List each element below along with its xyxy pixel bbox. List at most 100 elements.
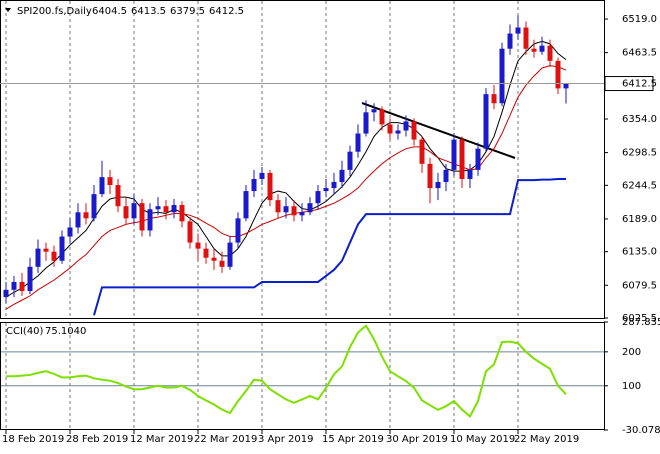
candle-body [267,172,273,201]
candle-body [411,121,417,140]
y-tick-label: -30.0785 [622,425,660,436]
candle-body [19,281,25,292]
y-tick-label: 100 [622,381,641,392]
header-close: 6412.5 [209,6,244,17]
candle-body [371,109,377,113]
candle-body [51,251,57,261]
x-tick-label: 12 Mar 2019 [130,434,193,445]
candle-body [243,191,249,219]
candle-body [227,242,233,267]
candle-body [43,248,49,252]
x-tick-label: 28 Feb 2019 [66,434,128,445]
candle-body [83,212,89,219]
x-tick-label: 15 Apr 2019 [322,434,384,445]
candle-body [563,83,569,89]
candle-body [435,181,441,189]
candle-body [91,194,97,219]
candle-body [531,48,537,52]
candle-body [323,188,329,192]
candle-body [315,191,321,204]
main-panel [0,0,605,319]
candle-body [147,209,153,231]
candle-body [499,48,505,104]
candle-body [451,139,457,170]
indicator-line [5,65,567,310]
cci-title: CCI(40) [6,326,44,337]
candle-body [155,206,161,210]
candle-body [539,45,545,52]
candle-body [123,206,129,219]
header-open: 6404.5 [92,6,127,17]
indicator-line [5,40,567,298]
x-tick-label: 10 May 2019 [450,434,515,445]
candle-body [507,33,513,49]
candle-body [203,248,209,258]
candle-body [131,203,137,219]
candle-body [363,112,369,134]
indicator-line [93,177,566,316]
candle-body [139,203,145,231]
y-tick-label: 6354.0 [622,114,657,125]
candle-body [171,205,177,213]
x-tick-label: 22 May 2019 [514,434,579,445]
last-price-label: 6412.5 [622,79,657,90]
candle-body [251,178,257,192]
y-tick-label: 6244.5 [622,180,657,191]
candle-body [75,212,81,228]
candle-body [419,139,425,164]
candle-body [219,260,225,267]
candle-body [355,133,361,152]
candle-body [235,218,241,243]
candle-body [475,148,481,170]
candle-body [11,281,17,290]
y-tick-label: 6135.0 [622,247,657,258]
candle-body [555,60,561,89]
y-tick-label: 6189.0 [622,214,657,225]
candle-body [291,206,297,216]
candle-body [443,169,449,182]
cci-last-value: 75.1040 [45,326,86,337]
candle-body [515,27,521,34]
x-tick-label: 22 Mar 2019 [194,434,257,445]
candle-body [379,109,385,125]
candle-body [483,94,489,149]
header-low: 6379.5 [170,6,205,17]
candle-body [491,94,497,104]
candle-body [179,205,185,222]
last-price-box [604,76,654,92]
candle-body [459,139,465,179]
candle-body [523,27,529,49]
y-tick-label: 287.8357 [622,317,660,328]
candle-body [331,181,337,189]
indicator-line [6,324,567,418]
candle-body [395,130,401,134]
candle-body [387,124,393,134]
candle-body [275,200,281,213]
candle-body [3,289,9,298]
candle-body [339,169,345,182]
y-tick-label: 6025.5 [622,313,657,324]
candle-body [211,257,217,261]
y-tick-label: 6079.5 [622,280,657,291]
chart-title: SPI200.fs,Daily [17,6,92,17]
candle-body [403,121,409,131]
candle-body [307,203,313,213]
candle-body [195,242,201,249]
y-tick-label: 6298.5 [622,148,657,159]
x-tick-label: 30 Apr 2019 [386,434,448,445]
candle-body [259,172,265,179]
x-tick-label: 18 Feb 2019 [2,434,64,445]
candle-body [67,227,73,237]
header-high: 6413.5 [131,6,166,17]
candle-body [59,236,65,261]
candle-body [283,206,289,213]
candle-body [27,266,33,292]
candle-body [547,45,553,61]
candle-body [187,221,193,243]
candle-body [35,248,41,267]
candle-body [467,169,473,179]
cci-panel [0,322,605,430]
candle-body [163,206,169,213]
candle-body [299,212,305,216]
